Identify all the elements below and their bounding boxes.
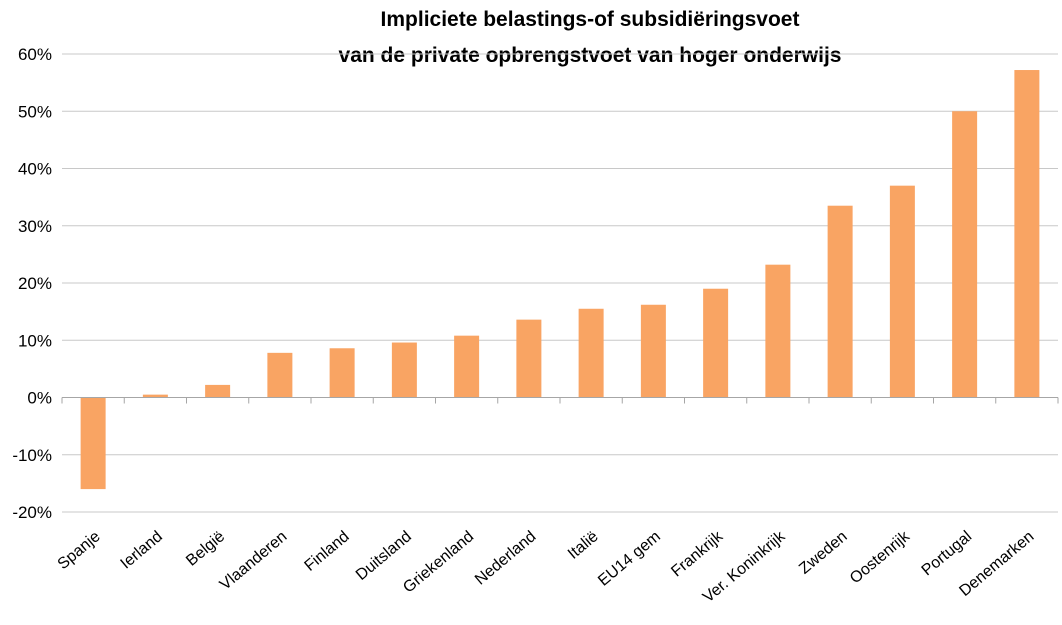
x-category-label: Zweden [796,528,851,578]
bar [329,348,355,398]
bar [1014,70,1040,398]
y-tick-label: 20% [18,274,52,293]
x-category-label: Oostenrijk [847,527,914,587]
bar [578,308,604,398]
y-tick-label: -20% [12,503,52,522]
x-category-label: Spanje [55,528,104,573]
bar [205,384,231,398]
bar [391,342,417,398]
x-category-label: Duitsland [353,528,415,584]
bar [827,205,853,398]
bar [765,264,791,398]
x-category-label: EU14 gem [595,528,664,590]
y-tick-label: -10% [12,446,52,465]
bar [267,352,293,398]
x-category-label: Frankrijk [668,527,727,580]
y-tick-label: 10% [18,331,52,350]
x-axis [61,397,1059,404]
bars [80,70,1040,490]
bar [703,288,729,398]
bar [640,304,666,398]
x-category-label: Nederland [472,528,539,588]
x-category-label: Finland [302,528,353,575]
y-axis-tick-labels: -20% -10% 0% 10% 20% 30% 40% 50% 60% [12,45,52,522]
y-tick-label: 60% [18,45,52,64]
bar [80,397,106,490]
x-category-label: Ierland [118,528,166,572]
y-tick-label: 30% [18,217,52,236]
y-tick-label: 40% [18,160,52,179]
bar [454,335,480,398]
gridlines [62,53,1058,513]
chart-title: Impliciete belastings-of subsidiëringsvo… [339,8,842,67]
y-tick-label: 50% [18,102,52,121]
chart-title-line-2: van de private opbrengstvoet van hoger o… [339,44,842,67]
x-category-label: Vlaanderen [217,528,291,594]
bar [889,185,915,398]
bar [952,111,978,398]
x-category-label: Italië [565,528,602,563]
y-tick-label: 0% [27,389,52,408]
x-category-label: België [183,528,228,570]
chart-title-line-1: Impliciete belastings-of subsidiëringsvo… [381,8,800,31]
bar [142,394,168,398]
x-category-label: Portugal [919,528,976,579]
bar [516,319,542,398]
